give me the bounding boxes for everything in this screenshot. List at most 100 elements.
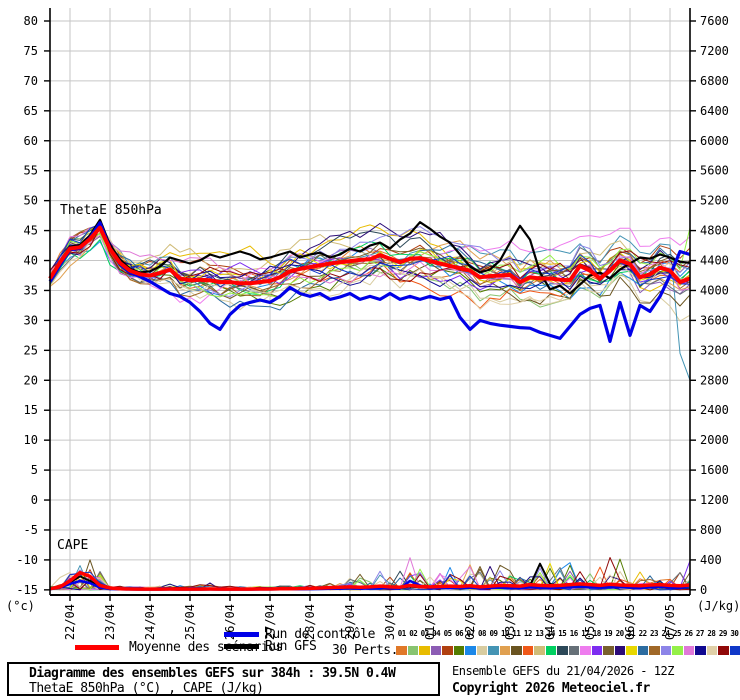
- pert-number: 01: [397, 629, 407, 638]
- x-axis-label: 23/04: [103, 604, 117, 640]
- gfs-line-label: Run GFS: [265, 639, 317, 654]
- pert-color-swatch: [626, 646, 637, 655]
- y-axis-label-right: 4000: [700, 283, 729, 297]
- control-line: [48, 221, 691, 343]
- pert-color-swatch: [407, 646, 418, 655]
- ensemble-member-line: [49, 226, 691, 298]
- pert-number: 27: [695, 629, 705, 638]
- pert-number: 22: [638, 629, 648, 638]
- y-axis-label-left: 20: [24, 373, 38, 387]
- thetae-plot-label: ThetaE 850hPa: [60, 203, 162, 218]
- pert-number: 14: [546, 629, 556, 638]
- x-axis-label: 22/04: [63, 604, 77, 640]
- pert-color-swatch: [660, 646, 671, 655]
- pert-color-swatch: [430, 646, 441, 655]
- pert-number: 08: [478, 629, 487, 638]
- copyright: Copyright 2026 Meteociel.fr: [452, 681, 650, 696]
- mean-cape-line: [49, 570, 691, 591]
- pert-color-swatch: [591, 646, 602, 655]
- pert-number: 04: [432, 629, 441, 638]
- pert-number: 21: [627, 629, 636, 638]
- pert-number: 05: [443, 629, 453, 638]
- x-axis-label: 24/04: [143, 604, 157, 640]
- y-axis-label-left: 80: [24, 14, 38, 28]
- y-axis-label-right: 6800: [700, 74, 729, 88]
- y-axis-label-left: 15: [24, 403, 38, 417]
- y-axis-label-left: 55: [24, 164, 38, 178]
- y-axis-label-left: 75: [24, 44, 38, 58]
- y-axis-label-left: 50: [24, 194, 38, 208]
- pert-color-swatch: [672, 646, 683, 655]
- diagram-title: Diagramme des ensembles GEFS sur 384h : …: [29, 666, 396, 681]
- y-axis-label-right: 0: [700, 583, 707, 597]
- pert-number: 18: [592, 629, 602, 638]
- x-axis-label: 02/05: [463, 604, 477, 640]
- pert-number: 29: [718, 629, 728, 638]
- pert-color-swatch: [476, 646, 487, 655]
- x-axis-label: 30/04: [383, 604, 397, 640]
- pert-color-swatch: [534, 646, 545, 655]
- right-axis-unit: (J/kg): [697, 599, 740, 613]
- y-axis-label-right: 5200: [700, 194, 729, 208]
- y-axis-label-left: 25: [24, 343, 38, 357]
- y-axis-label-left: 60: [24, 134, 38, 148]
- pert-color-swatch: [718, 646, 729, 655]
- pert-color-swatch: [637, 646, 648, 655]
- y-axis-label-right: 1600: [700, 463, 729, 477]
- pert-color-swatch: [706, 646, 717, 655]
- pert-color-swatch: [396, 646, 407, 655]
- pert-color-swatch: [568, 646, 579, 655]
- y-axis-label-left: 30: [24, 313, 38, 327]
- y-axis-label-right: 800: [700, 523, 722, 537]
- x-axis-label: 25/04: [183, 604, 197, 640]
- run-info: Ensemble GEFS du 21/04/2026 - 12Z: [452, 664, 674, 678]
- x-axis-label: 29/04: [343, 604, 357, 640]
- pert-number: 15: [558, 629, 567, 638]
- ensemble-member-line: [49, 225, 691, 322]
- x-axis-label: 06/05: [623, 604, 637, 640]
- pert-number: 12: [523, 629, 533, 638]
- ensemble-member-line: [49, 227, 691, 304]
- y-axis-label-left: 65: [24, 104, 38, 118]
- diagram-subtitle: ThetaE 850hPa (°C) , CAPE (J/kg): [29, 681, 264, 696]
- pert-color-swatch: [488, 646, 499, 655]
- pert-number: 06: [455, 629, 464, 638]
- gfs-line: [49, 218, 691, 295]
- diagram-title-box: Diagramme des ensembles GEFS sur 384h : …: [7, 662, 440, 696]
- pert-number: 02: [409, 629, 418, 638]
- y-axis-label-right: 6000: [700, 134, 729, 148]
- y-axis-label-right: 2800: [700, 373, 729, 387]
- y-axis-label-right: 5600: [700, 164, 729, 178]
- y-axis-label-right: 4400: [700, 254, 729, 268]
- pert-color-swatch: [580, 646, 591, 655]
- y-axis-label-right: 2400: [700, 403, 729, 417]
- y-axis-label-left: -15: [16, 583, 38, 597]
- pert-color-swatch: [695, 646, 706, 655]
- x-axis-label: 03/05: [503, 604, 517, 640]
- pert-color-swatch: [522, 646, 533, 655]
- pert-color-swatch: [614, 646, 625, 655]
- y-axis-label-right: 2000: [700, 433, 729, 447]
- mean-line-swatch: [75, 645, 119, 650]
- pert-number: 26: [684, 629, 693, 638]
- x-axis-label: 26/04: [223, 604, 237, 640]
- pert-color-swatch: [683, 646, 694, 655]
- y-axis-label-right: 7200: [700, 44, 729, 58]
- y-axis-label-left: -5: [24, 523, 38, 537]
- pert-number: 24: [661, 629, 671, 638]
- pert-number: 19: [604, 629, 613, 638]
- perts-count-label: 30 Perts.: [332, 643, 398, 658]
- pert-number: 03: [420, 629, 430, 638]
- pert-color-swatch: [419, 646, 430, 655]
- y-axis-label-left: 10: [24, 433, 38, 447]
- pert-color-row: [396, 646, 740, 655]
- x-axis-label: 27/04: [263, 604, 277, 640]
- pert-number-row: 01 02 03 04 05 06 07 08 09 10 11 12 13 14 15 16 17 18 19 20…: [396, 629, 740, 638]
- ensemble-member-line: [49, 227, 691, 381]
- left-axis-unit: (°c): [6, 599, 35, 613]
- pert-color-swatch: [649, 646, 660, 655]
- pert-number: 28: [707, 629, 716, 638]
- y-axis-label-right: 3200: [700, 343, 729, 357]
